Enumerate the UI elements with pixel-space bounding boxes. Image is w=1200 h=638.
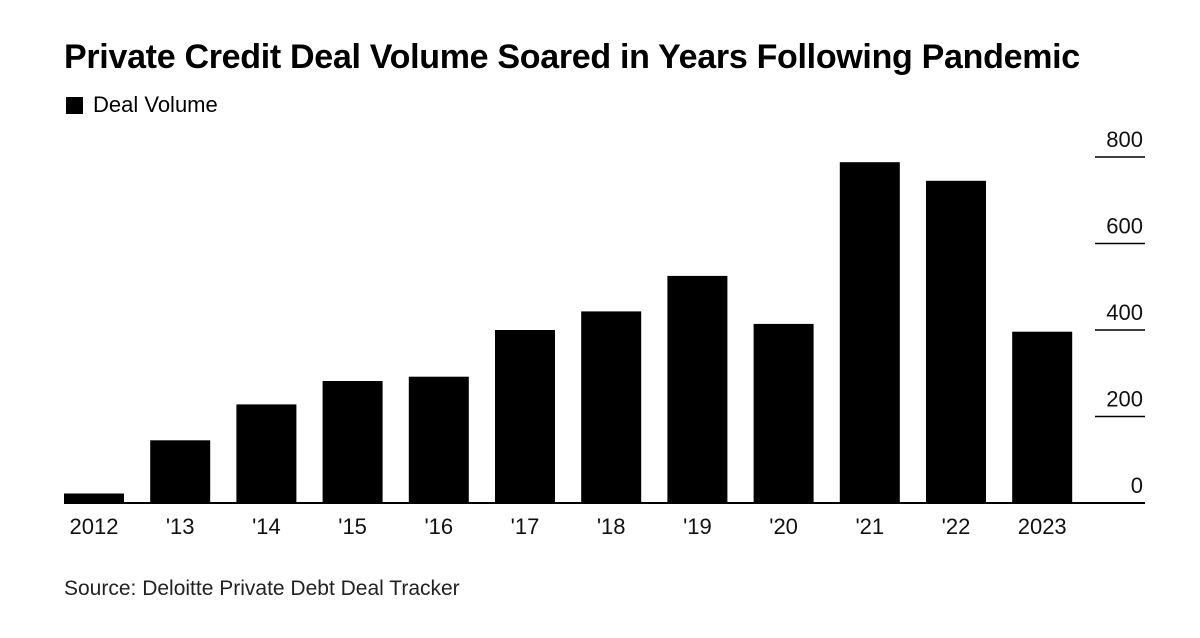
bar-13 <box>150 440 211 503</box>
x-tick-label: '14 <box>252 514 281 539</box>
bar-21 <box>839 162 900 503</box>
x-tick-label: '17 <box>511 514 540 539</box>
x-tick-label: '21 <box>855 514 884 539</box>
source-note: Source: Deloitte Private Debt Deal Track… <box>64 577 460 600</box>
y-tick-label: 0 <box>1131 473 1143 498</box>
y-tick-label: 200 <box>1106 387 1143 412</box>
chart-legend: Deal Volume <box>66 92 218 118</box>
bar-2012 <box>64 493 124 503</box>
bar-17 <box>495 330 555 503</box>
x-tick-label: '20 <box>769 514 798 539</box>
x-tick-label: 2023 <box>1018 514 1067 539</box>
bar-2023 <box>1012 331 1073 503</box>
x-tick-label: '22 <box>942 514 971 539</box>
x-tick-label: '15 <box>338 514 367 539</box>
legend-swatch <box>66 96 83 114</box>
bars-group <box>64 162 1073 504</box>
x-axis: 2012 '13 '14 '15 '16 '17 '18 '19 '20 '21 '22 2023 <box>70 514 1067 539</box>
bar-18 <box>581 311 642 503</box>
x-tick-label: '16 <box>424 514 453 539</box>
y-tick-label: 600 <box>1106 214 1143 239</box>
x-tick-label: '19 <box>683 514 712 539</box>
y-axis: 0 200 400 600 800 <box>1095 127 1145 498</box>
bar-20 <box>753 323 814 503</box>
x-tick-label: '13 <box>166 514 195 539</box>
bar-19 <box>667 275 728 503</box>
x-tick-label: 2012 <box>70 514 119 539</box>
y-tick-label: 800 <box>1106 127 1143 152</box>
x-tick-label: '18 <box>597 514 626 539</box>
chart-title: Private Credit Deal Volume Soared in Yea… <box>64 38 1080 76</box>
bar-22 <box>926 180 986 504</box>
bar-14 <box>236 404 297 503</box>
bar-15 <box>322 381 383 503</box>
legend-label: Deal Volume <box>93 92 218 117</box>
bar-16 <box>408 376 469 503</box>
y-tick-label: 400 <box>1106 300 1143 325</box>
